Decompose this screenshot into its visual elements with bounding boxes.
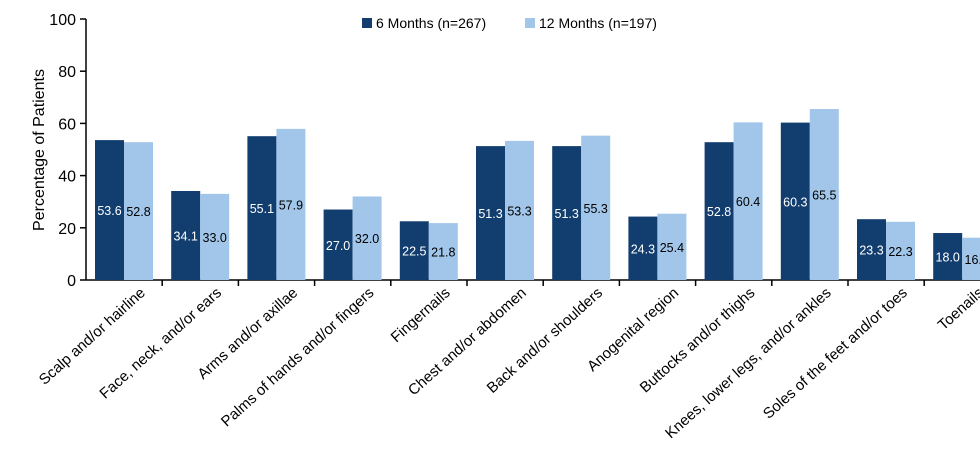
data-label: 53.6 — [97, 204, 121, 218]
legend-label-6-months: 6 Months (n=267) — [376, 15, 486, 31]
data-label: 60.4 — [736, 195, 760, 209]
bar-6-months — [628, 216, 658, 280]
data-label: 27.0 — [326, 239, 350, 253]
data-labels: 53.6 52.8 34.1 33.0 55.1 57.9 27.0 32.0 22.5 21.8… — [97, 189, 980, 267]
bar-6-months — [857, 219, 886, 280]
legend-swatch-12-months — [525, 18, 535, 28]
data-label: 51.3 — [478, 207, 502, 221]
data-label: 22.5 — [402, 245, 426, 259]
data-label: 51.3 — [555, 207, 579, 221]
category-label: Soles of the feet and/or toes — [760, 284, 911, 422]
bar-12-months — [809, 109, 839, 280]
data-label: 53.3 — [507, 204, 531, 218]
y-axis-title: Percentage of Patients — [31, 69, 48, 231]
data-label: 24.3 — [631, 242, 655, 256]
data-label: 16.2 — [965, 253, 980, 267]
bar-6-months — [704, 142, 734, 280]
data-label: 18.0 — [936, 251, 960, 265]
bar-12-months — [581, 135, 611, 280]
data-label: 52.8 — [126, 205, 150, 219]
bar-6-months — [95, 140, 124, 280]
bar-6-months — [171, 190, 201, 280]
data-label: 57.9 — [279, 198, 303, 212]
bar-6-months — [552, 146, 582, 280]
data-label: 32.0 — [355, 232, 379, 246]
data-label: 33.0 — [203, 231, 227, 245]
category-label: Knees, lower legs, and/or ankles — [662, 284, 834, 442]
bar-6-months — [247, 136, 277, 280]
category-label: Toenails — [935, 284, 980, 333]
data-label: 52.8 — [707, 205, 731, 219]
data-label: 21.8 — [431, 246, 455, 260]
data-label: 23.3 — [859, 244, 883, 258]
y-tick-label: 100 — [49, 12, 76, 29]
bar-12-months — [505, 140, 534, 280]
bar-6-months — [323, 209, 353, 280]
bar-6-months — [399, 221, 429, 280]
bar-12-months — [428, 223, 458, 280]
bar-12-months — [657, 213, 687, 280]
bar-12-months — [352, 196, 382, 280]
bar-12-months — [733, 122, 763, 280]
data-label: 60.3 — [783, 195, 807, 209]
data-label: 55.1 — [250, 202, 274, 216]
bar-12-months — [276, 128, 306, 280]
bars — [95, 109, 980, 280]
y-tick-label: 20 — [58, 221, 76, 238]
data-label: 65.5 — [812, 189, 836, 203]
bar-6-months — [933, 233, 963, 280]
legend: 6 Months (n=267) 12 Months (n=197) — [362, 15, 657, 31]
bar-12-months — [962, 237, 980, 280]
x-axis — [86, 279, 980, 286]
data-label: 22.3 — [888, 245, 912, 259]
bar-12-months — [124, 142, 153, 280]
bar-6-months — [476, 146, 505, 280]
bar-12-months — [886, 221, 915, 280]
legend-label-12-months: 12 Months (n=197) — [539, 15, 657, 31]
category-label: Palms of hands and/or fingers — [218, 284, 377, 430]
data-label: 34.1 — [174, 229, 198, 243]
data-label: 55.3 — [584, 202, 608, 216]
category-label: Fingernails — [388, 284, 454, 346]
data-label: 25.4 — [660, 241, 684, 255]
bar-12-months — [200, 193, 230, 280]
legend-swatch-6-months — [362, 18, 372, 28]
y-tick-label: 80 — [58, 64, 76, 81]
y-axis: 0 20 40 60 80 100 — [49, 12, 87, 290]
y-tick-label: 60 — [58, 116, 76, 133]
bar-6-months — [780, 122, 810, 280]
y-tick-label: 40 — [58, 169, 76, 186]
y-tick-label: 0 — [67, 273, 76, 290]
category-label: Face, neck, and/or ears — [96, 284, 224, 402]
